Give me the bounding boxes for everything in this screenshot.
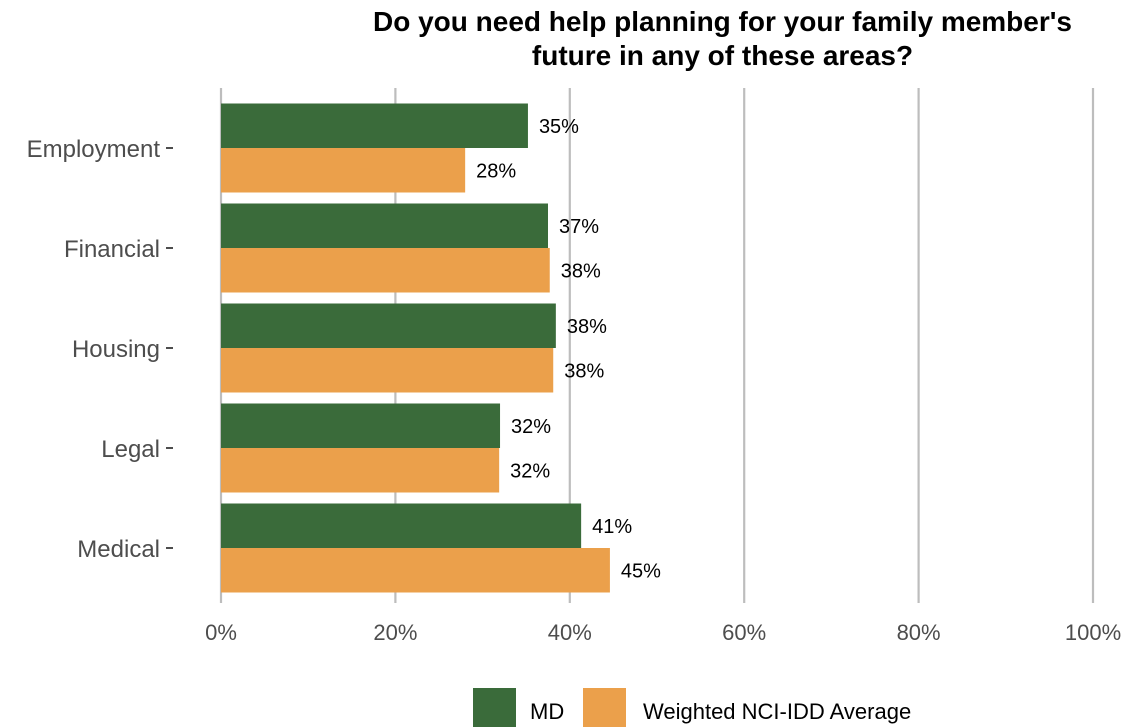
data-label-financial-md: 37% — [559, 216, 599, 238]
legend-key-md — [473, 688, 516, 727]
y-tick-label-legal: Legal — [101, 436, 160, 463]
y-tick-label-financial: Financial — [64, 236, 160, 263]
bar-legal-md — [221, 403, 501, 448]
bar-medical-md — [221, 503, 582, 548]
data-label-medical-nci-avg: 45% — [621, 560, 661, 582]
bar-medical-nci-avg — [221, 548, 610, 593]
x-tick-label-80: 80% — [897, 620, 941, 645]
bar-financial-md — [221, 203, 548, 248]
x-tick-label-60: 60% — [722, 620, 766, 645]
bar-employment-md — [221, 103, 528, 148]
legend-label-nci-avg: Weighted NCI-IDD Average — [643, 699, 911, 724]
bar-legal-nci-avg — [221, 448, 500, 493]
bar-housing-nci-avg — [221, 348, 554, 393]
chart-title-line-1: Do you need help planning for your famil… — [373, 6, 1072, 37]
bar-employment-nci-avg — [221, 148, 466, 193]
y-tick-label-housing: Housing — [72, 336, 160, 363]
data-label-medical-md: 41% — [592, 516, 632, 538]
x-tick-label-0: 0% — [205, 620, 237, 645]
bar-financial-nci-avg — [221, 248, 550, 293]
data-label-housing-md: 38% — [567, 316, 607, 338]
data-label-legal-nci-avg: 32% — [510, 460, 550, 482]
bar-housing-md — [221, 303, 556, 348]
data-label-financial-nci-avg: 38% — [561, 260, 601, 282]
y-tick-label-employment: Employment — [27, 136, 161, 163]
legend-key-nci-avg — [583, 688, 626, 727]
legend-label-md: MD — [530, 699, 564, 724]
y-tick-label-medical: Medical — [77, 536, 160, 563]
data-label-employment-md: 35% — [539, 116, 579, 138]
chart-title-line-2: future in any of these areas? — [531, 40, 914, 71]
x-tick-label-40: 40% — [548, 620, 592, 645]
x-tick-label-100: 100% — [1065, 620, 1121, 645]
data-label-legal-md: 32% — [511, 416, 551, 438]
data-label-employment-nci-avg: 28% — [476, 160, 516, 182]
data-label-housing-nci-avg: 38% — [564, 360, 604, 382]
x-tick-label-20: 20% — [373, 620, 417, 645]
